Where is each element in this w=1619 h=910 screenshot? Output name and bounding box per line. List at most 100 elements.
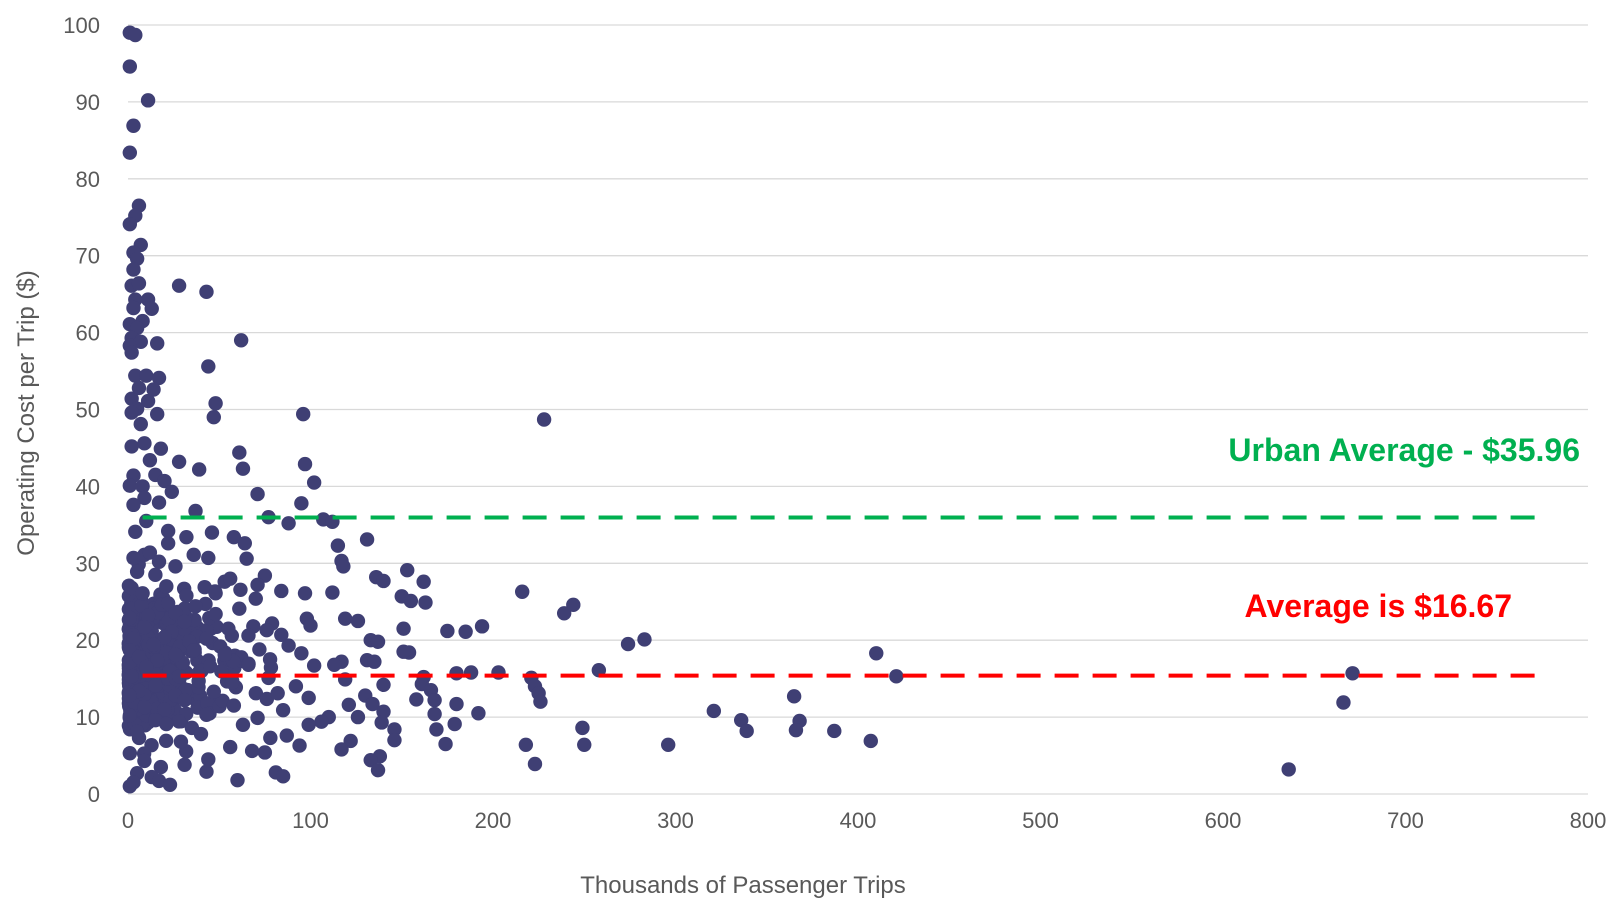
- data-point: [122, 610, 138, 626]
- data-point: [306, 475, 322, 490]
- data-point: [863, 733, 878, 749]
- data-point: [786, 689, 802, 704]
- data-point: [188, 503, 203, 519]
- data-point: [334, 742, 349, 757]
- data-point: [201, 752, 216, 767]
- data-point: [350, 613, 366, 629]
- y-tick-label: 20: [76, 628, 100, 653]
- data-point: [387, 732, 402, 748]
- data-point: [177, 692, 192, 708]
- data-point: [739, 723, 754, 739]
- x-tick-label: 0: [122, 808, 134, 833]
- data-point: [128, 524, 143, 539]
- data-point: [337, 611, 353, 626]
- data-point: [191, 462, 207, 477]
- data-point: [248, 591, 263, 606]
- data-point: [144, 301, 159, 316]
- data-point: [1281, 762, 1296, 777]
- data-point: [131, 276, 147, 291]
- data-point: [129, 564, 145, 579]
- data-point: [168, 606, 183, 621]
- data-point: [527, 756, 543, 772]
- data-point: [376, 573, 391, 589]
- data-point: [226, 698, 242, 713]
- data-point: [336, 559, 351, 574]
- data-point: [350, 709, 366, 725]
- data-point: [221, 621, 236, 636]
- data-point: [146, 637, 161, 653]
- data-point: [122, 216, 138, 232]
- data-points: [121, 25, 1360, 794]
- data-point: [297, 586, 313, 601]
- data-point: [168, 647, 183, 663]
- data-point: [250, 577, 265, 593]
- data-point: [151, 554, 167, 569]
- reference-lines: Urban Average - $35.96 Average is $16.67: [142, 432, 1580, 678]
- data-point: [223, 571, 238, 586]
- data-point: [208, 606, 223, 622]
- data-point: [168, 559, 183, 574]
- data-point: [162, 777, 178, 792]
- data-point: [637, 632, 652, 647]
- data-point: [126, 775, 141, 790]
- data-point: [294, 646, 309, 661]
- data-point: [199, 707, 214, 722]
- data-point: [199, 764, 214, 779]
- y-tick-label: 90: [76, 90, 100, 115]
- data-point: [186, 642, 201, 658]
- data-point: [128, 368, 143, 383]
- data-point: [208, 396, 223, 411]
- data-point: [449, 696, 464, 712]
- x-tick-label: 700: [1387, 808, 1424, 833]
- data-point: [122, 478, 138, 493]
- y-tick-label: 100: [63, 13, 100, 38]
- reference-line-label: Average is $16.67: [1245, 588, 1512, 624]
- data-point: [827, 723, 842, 739]
- data-point: [244, 743, 260, 759]
- data-point: [409, 692, 424, 707]
- x-axis-ticks: 0 100 200 300 400 500 600 700 800: [122, 808, 1606, 833]
- data-point: [134, 598, 149, 613]
- data-point: [232, 601, 247, 616]
- data-point: [363, 752, 378, 768]
- data-point: [122, 746, 138, 761]
- data-point: [661, 737, 676, 752]
- data-point: [376, 677, 391, 693]
- y-tick-label: 60: [76, 321, 100, 346]
- data-point: [217, 647, 232, 663]
- data-point: [418, 595, 433, 610]
- data-point: [250, 710, 265, 726]
- data-point: [177, 614, 192, 629]
- data-point: [889, 669, 904, 684]
- data-point: [137, 436, 152, 451]
- data-point: [301, 690, 316, 706]
- data-point: [186, 547, 201, 563]
- data-point: [122, 688, 138, 703]
- data-point: [158, 733, 174, 749]
- data-point: [128, 27, 143, 43]
- data-point: [133, 334, 148, 350]
- data-point: [556, 606, 572, 621]
- data-point: [706, 703, 722, 719]
- data-point: [367, 654, 382, 669]
- y-tick-label: 40: [76, 474, 100, 499]
- data-point: [126, 631, 141, 646]
- x-tick-label: 200: [475, 808, 512, 833]
- data-point: [201, 359, 216, 374]
- y-axis-title: Operating Cost per Trip ($): [13, 270, 40, 555]
- data-point: [370, 634, 386, 649]
- data-point: [151, 495, 167, 510]
- data-point: [151, 370, 167, 386]
- data-point: [257, 745, 273, 760]
- data-point: [262, 652, 278, 667]
- data-point: [150, 336, 165, 351]
- data-point: [518, 737, 534, 752]
- data-point: [306, 658, 322, 673]
- data-point: [330, 538, 346, 553]
- data-point: [124, 439, 139, 454]
- data-point: [230, 772, 245, 788]
- data-point: [274, 583, 289, 599]
- data-point: [140, 608, 156, 623]
- data-point: [126, 262, 141, 277]
- data-point: [447, 716, 462, 732]
